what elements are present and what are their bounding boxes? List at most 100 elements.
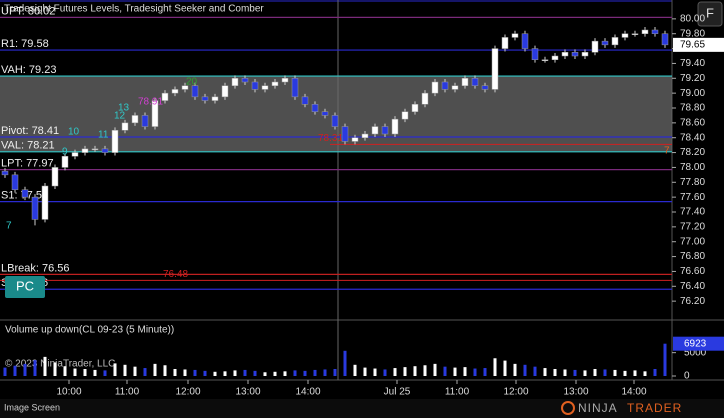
volume-bar (663, 343, 667, 376)
price-tick-label: 79.00 (680, 88, 705, 99)
volume-bar (53, 362, 57, 376)
price-tick-label: 80.00 (680, 13, 705, 24)
volume-bar (523, 364, 527, 376)
candle-body (361, 133, 369, 138)
price-tick-label: 78.00 (680, 162, 705, 173)
volume-bar (133, 366, 137, 376)
candle-body (411, 104, 419, 112)
pc-button-label[interactable]: PC (16, 278, 34, 293)
candle-body (471, 78, 479, 86)
candle-body (461, 78, 469, 86)
volume-bar (413, 366, 417, 376)
menu-button[interactable] (697, 1, 723, 27)
volume-bar (83, 369, 87, 376)
last-price-label: 79.65 (680, 39, 705, 50)
candle-body (381, 126, 389, 135)
volume-bar (23, 363, 27, 376)
volume-bar (343, 350, 347, 376)
level-label: Pivot: 78.41 (1, 125, 59, 137)
time-label: Jul 25 (384, 387, 411, 398)
candle-body (181, 85, 189, 90)
level-label: VAL: 78.21 (1, 140, 55, 152)
candle-body (241, 78, 249, 83)
price-tick-label: 77.20 (680, 221, 705, 232)
volume-bar (573, 369, 577, 376)
menu-button-label[interactable]: F (706, 5, 714, 20)
count-marker: 13 (118, 103, 130, 114)
volume-bar (353, 364, 357, 376)
candle-body (561, 52, 569, 57)
price-tick-label: 76.80 (680, 251, 705, 262)
candle-body (101, 148, 109, 153)
candle-body (151, 100, 159, 127)
volume-bar (163, 365, 167, 376)
price-tick-label: 77.60 (680, 192, 705, 203)
time-label: 14:00 (295, 387, 320, 398)
candle-body (331, 115, 339, 127)
candle-body (311, 104, 319, 112)
status-label: Image Screen (4, 402, 60, 412)
price-tick-label: 76.60 (680, 266, 705, 277)
time-label: 10:00 (56, 387, 81, 398)
candle-body (121, 122, 129, 131)
time-label: 11:00 (115, 387, 140, 398)
volume-bar (3, 367, 7, 376)
volume-bar (273, 371, 277, 376)
candle-body (631, 33, 639, 35)
candle-body (531, 48, 539, 60)
time-label: 11:00 (445, 387, 470, 398)
count-marker: 10 (68, 127, 80, 138)
time-label: 13:00 (563, 387, 588, 398)
candle-body (441, 81, 449, 90)
candle-body (551, 55, 559, 60)
count-marker: 12 (114, 111, 126, 122)
copyright: © 2023 NinjaTrader, LLC (5, 359, 115, 370)
volume-tick-label: 5000 (684, 347, 707, 358)
candle-body (1, 170, 9, 176)
candle-body (51, 167, 59, 187)
candle-body (171, 89, 179, 94)
price-tick-label: 79.40 (680, 58, 705, 69)
time-label: 13:00 (235, 387, 260, 398)
count-marker: 9 (62, 147, 68, 158)
volume-bar (293, 370, 297, 376)
time-label: 12:00 (503, 387, 528, 398)
candle-body (261, 85, 269, 90)
candle-body (521, 33, 529, 49)
level-label: VAH: 79.23 (1, 64, 56, 76)
volume-bar (263, 372, 267, 376)
candle-body (541, 59, 549, 61)
volume-bar (203, 370, 207, 376)
candle-body (71, 152, 79, 157)
volume-bar (33, 360, 37, 376)
level-label: UPT: 80.02 (1, 5, 55, 17)
volume-bar (233, 370, 237, 376)
volume-bar (553, 369, 557, 376)
count-marker: 11 (98, 130, 109, 141)
volume-bar (43, 356, 47, 376)
chart-title: Tradesight Futures Levels, Tradesight Se… (4, 4, 264, 15)
candle-body (601, 40, 609, 46)
logo-icon (561, 401, 575, 415)
candle-body (661, 33, 669, 46)
count-marker: 78.91 (138, 97, 163, 108)
pc-button[interactable] (5, 276, 45, 298)
candle-body (591, 40, 599, 53)
volume-bar (593, 369, 597, 376)
last-price-tag (673, 37, 724, 52)
candle-body (571, 52, 579, 57)
volume-bar (623, 370, 627, 376)
candle-body (641, 29, 649, 34)
volume-bar (403, 367, 407, 376)
candle-body (131, 115, 139, 124)
volume-bar (393, 368, 397, 376)
price-tick-label: 79.80 (680, 28, 705, 39)
level-label: LPT: 77.97 (1, 158, 54, 170)
volume-bar (423, 365, 427, 376)
candle-body (421, 92, 429, 105)
seeker-label: 78.31 (318, 133, 343, 144)
candle-body (211, 96, 219, 101)
volume-bar (453, 367, 457, 376)
price-tick-label: 76.20 (680, 296, 705, 307)
